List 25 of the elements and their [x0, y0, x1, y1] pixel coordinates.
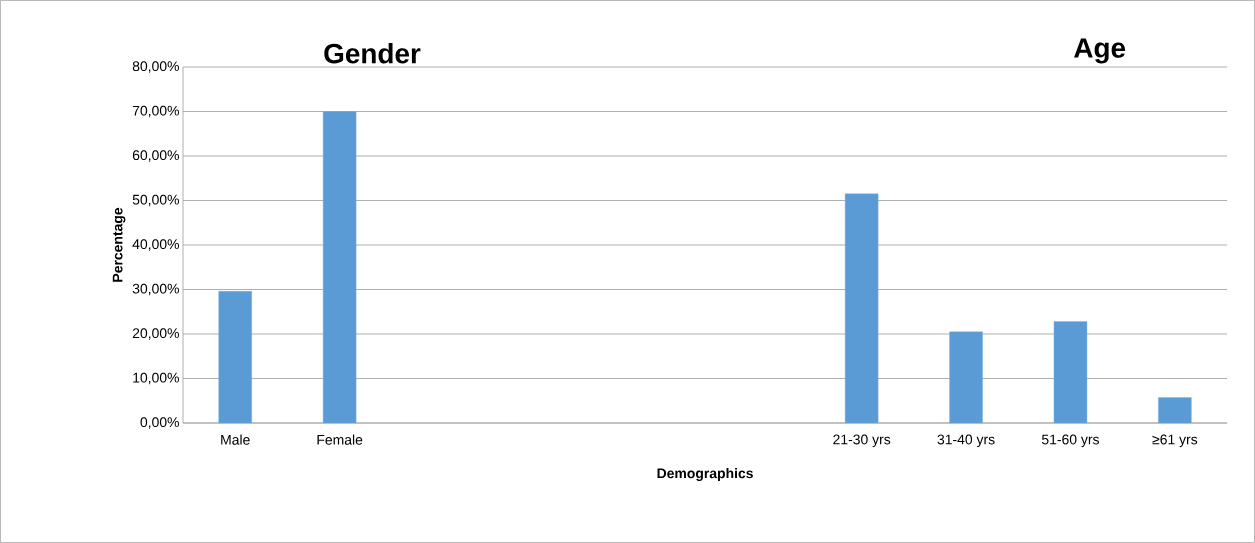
- y-axis-title: Percentage: [112, 207, 126, 282]
- y-tick-label: 70,00%: [132, 105, 179, 118]
- x-axis-title: Demographics: [657, 467, 753, 482]
- bar: [949, 331, 983, 424]
- y-tick-label: 50,00%: [132, 194, 179, 207]
- y-tick-label: 10,00%: [133, 372, 179, 385]
- x-tick-label: Male: [221, 434, 250, 445]
- x-tick-label: 31-40 yrs: [937, 434, 995, 448]
- y-tick-label: 80,00%: [132, 61, 179, 73]
- text: Gender: [324, 43, 421, 64]
- y-tick-label: 20,00%: [132, 328, 179, 340]
- text: Age: [1074, 38, 1126, 64]
- bar: [322, 111, 357, 424]
- y-tick-label: 30,00%: [132, 283, 179, 296]
- y-tick-label: 0,00%: [140, 417, 179, 429]
- y-tick-label: 40,00%: [132, 239, 179, 251]
- x-tick-label: ≥61 yrs: [1152, 434, 1198, 448]
- bar: [1053, 321, 1088, 424]
- bar: [218, 291, 252, 424]
- bar: [1158, 397, 1192, 424]
- bar: [844, 193, 879, 424]
- x-tick-label: 21-30 yrs: [833, 434, 891, 448]
- y-tick-label: 60,00%: [132, 150, 179, 162]
- x-tick-label: Female: [317, 434, 363, 445]
- x-tick-label: 51-60 yrs: [1041, 434, 1100, 448]
